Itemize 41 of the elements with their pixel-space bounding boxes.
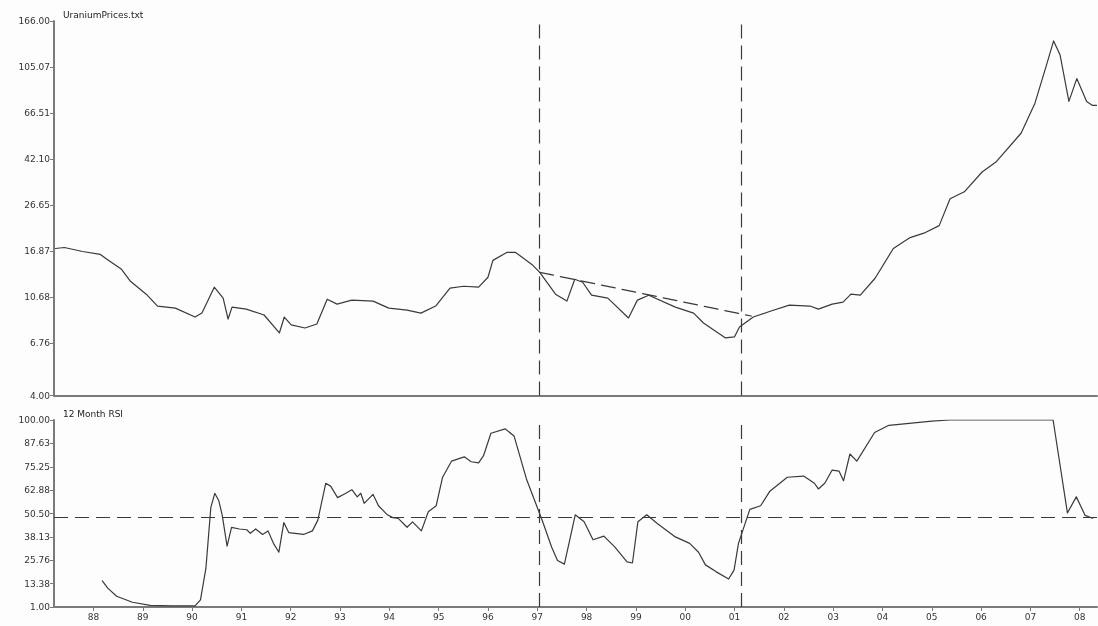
y-tick-label: 62.88 <box>24 485 51 496</box>
y-tick-label: 26.65 <box>24 199 50 210</box>
y-tick-label: 42.10 <box>24 153 51 164</box>
x-tick-label: 94 <box>383 611 396 622</box>
x-tick-label: 04 <box>876 611 889 622</box>
x-tick-label: 06 <box>975 611 988 622</box>
x-tick-label: 91 <box>235 611 248 622</box>
y-tick-label: 4.00 <box>29 390 51 401</box>
x-tick-label: 98 <box>580 611 593 622</box>
x-tick-label: 99 <box>630 611 642 622</box>
chart-title: UraniumPrices.txt <box>63 9 144 20</box>
x-tick-label: 93 <box>334 611 346 622</box>
y-tick-label: 25.76 <box>24 555 51 566</box>
x-tick-label: 96 <box>482 611 494 622</box>
x-tick-label: 05 <box>926 611 938 622</box>
x-tick-label: 97 <box>531 611 544 622</box>
y-tick-label: 1.00 <box>29 602 51 612</box>
y-tick-label: 87.63 <box>24 438 50 449</box>
y-tick-label: 50.50 <box>24 508 51 519</box>
y-tick-label: 100.00 <box>18 415 51 425</box>
x-tick-label: 07 <box>1024 611 1037 622</box>
y-tick-label: 166.00 <box>18 16 51 26</box>
chart-title: 12 Month RSI <box>63 408 124 419</box>
x-tick-label: 02 <box>778 611 790 622</box>
y-tick-label: 105.07 <box>18 61 50 72</box>
y-tick-label: 38.13 <box>24 531 50 542</box>
y-tick-label: 16.87 <box>24 245 50 256</box>
x-tick-label: 92 <box>284 611 297 622</box>
x-tick-label: 03 <box>827 611 839 622</box>
y-tick-label: 6.76 <box>29 337 51 348</box>
x-tick-label: 08 <box>1074 611 1086 622</box>
x-tick-label: 88 <box>87 611 100 622</box>
x-tick-label: 01 <box>728 611 741 622</box>
x-tick-label: 00 <box>679 611 692 622</box>
y-tick-label: 75.25 <box>24 461 50 472</box>
y-tick-label: 66.51 <box>24 107 50 118</box>
x-tick-label: 90 <box>186 611 199 622</box>
x-tick-label: 89 <box>137 611 149 622</box>
y-tick-label: 10.68 <box>24 291 51 302</box>
y-tick-label: 13.38 <box>24 578 51 589</box>
x-tick-label: 95 <box>432 611 445 622</box>
